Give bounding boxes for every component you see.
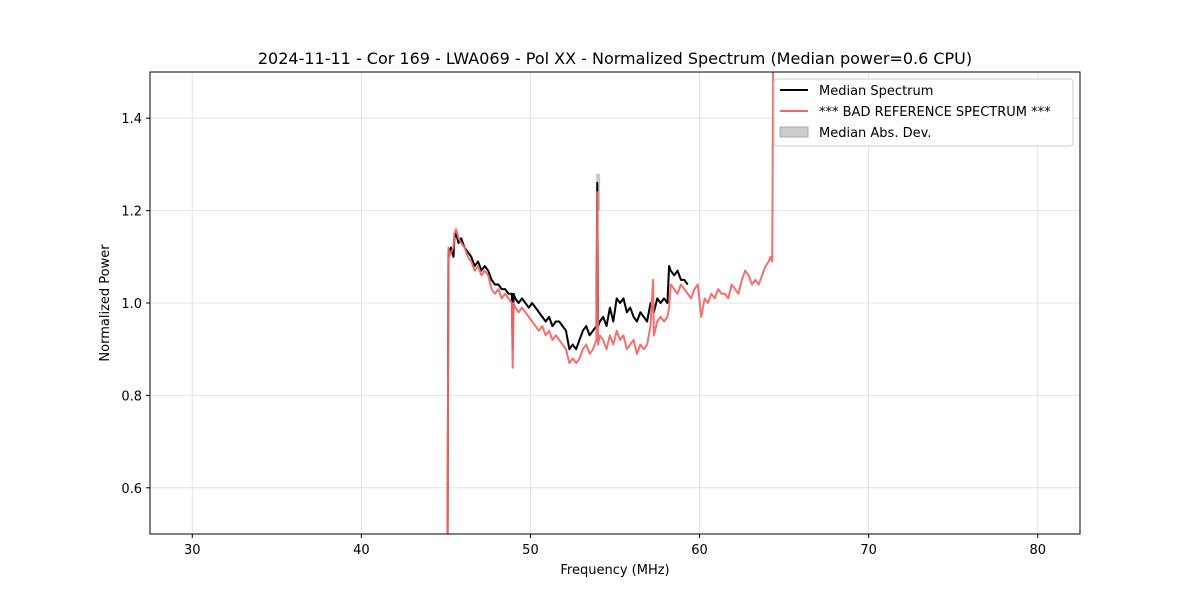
legend-label-mad: Median Abs. Dev. <box>819 126 931 141</box>
x-tick-label: 80 <box>1029 543 1046 558</box>
y-tick-label: 0.6 <box>121 482 142 497</box>
legend-label-bad-reference: *** BAD REFERENCE SPECTRUM *** <box>819 105 1051 120</box>
y-tick-label: 1.2 <box>121 205 142 220</box>
chart-title: 2024-11-11 - Cor 169 - LWA069 - Pol XX -… <box>258 49 972 68</box>
y-tick-label: 1.0 <box>121 297 142 312</box>
legend-swatch-mad <box>779 126 809 138</box>
x-tick-label: 70 <box>860 543 877 558</box>
legend: Median Spectrum *** BAD REFERENCE SPECTR… <box>773 78 1074 147</box>
axis-ticks: 30 40 50 60 70 80 0.6 0.8 1.0 1.2 1.4 <box>121 112 1046 558</box>
plot-data <box>446 72 775 534</box>
y-tick-label: 0.8 <box>121 389 142 404</box>
x-axis-label: Frequency (MHz) <box>560 563 669 578</box>
y-tick-label: 1.4 <box>121 112 142 127</box>
x-tick-label: 30 <box>184 543 201 558</box>
x-tick-label: 50 <box>522 543 539 558</box>
legend-box <box>773 78 1074 147</box>
series-median-spectrum <box>446 181 689 534</box>
series-bad-reference-spectrum <box>446 72 775 534</box>
x-tick-label: 60 <box>691 543 708 558</box>
y-axis-label: Normalized Power <box>98 244 113 362</box>
x-tick-label: 40 <box>353 543 370 558</box>
legend-label-median: Median Spectrum <box>819 84 933 99</box>
